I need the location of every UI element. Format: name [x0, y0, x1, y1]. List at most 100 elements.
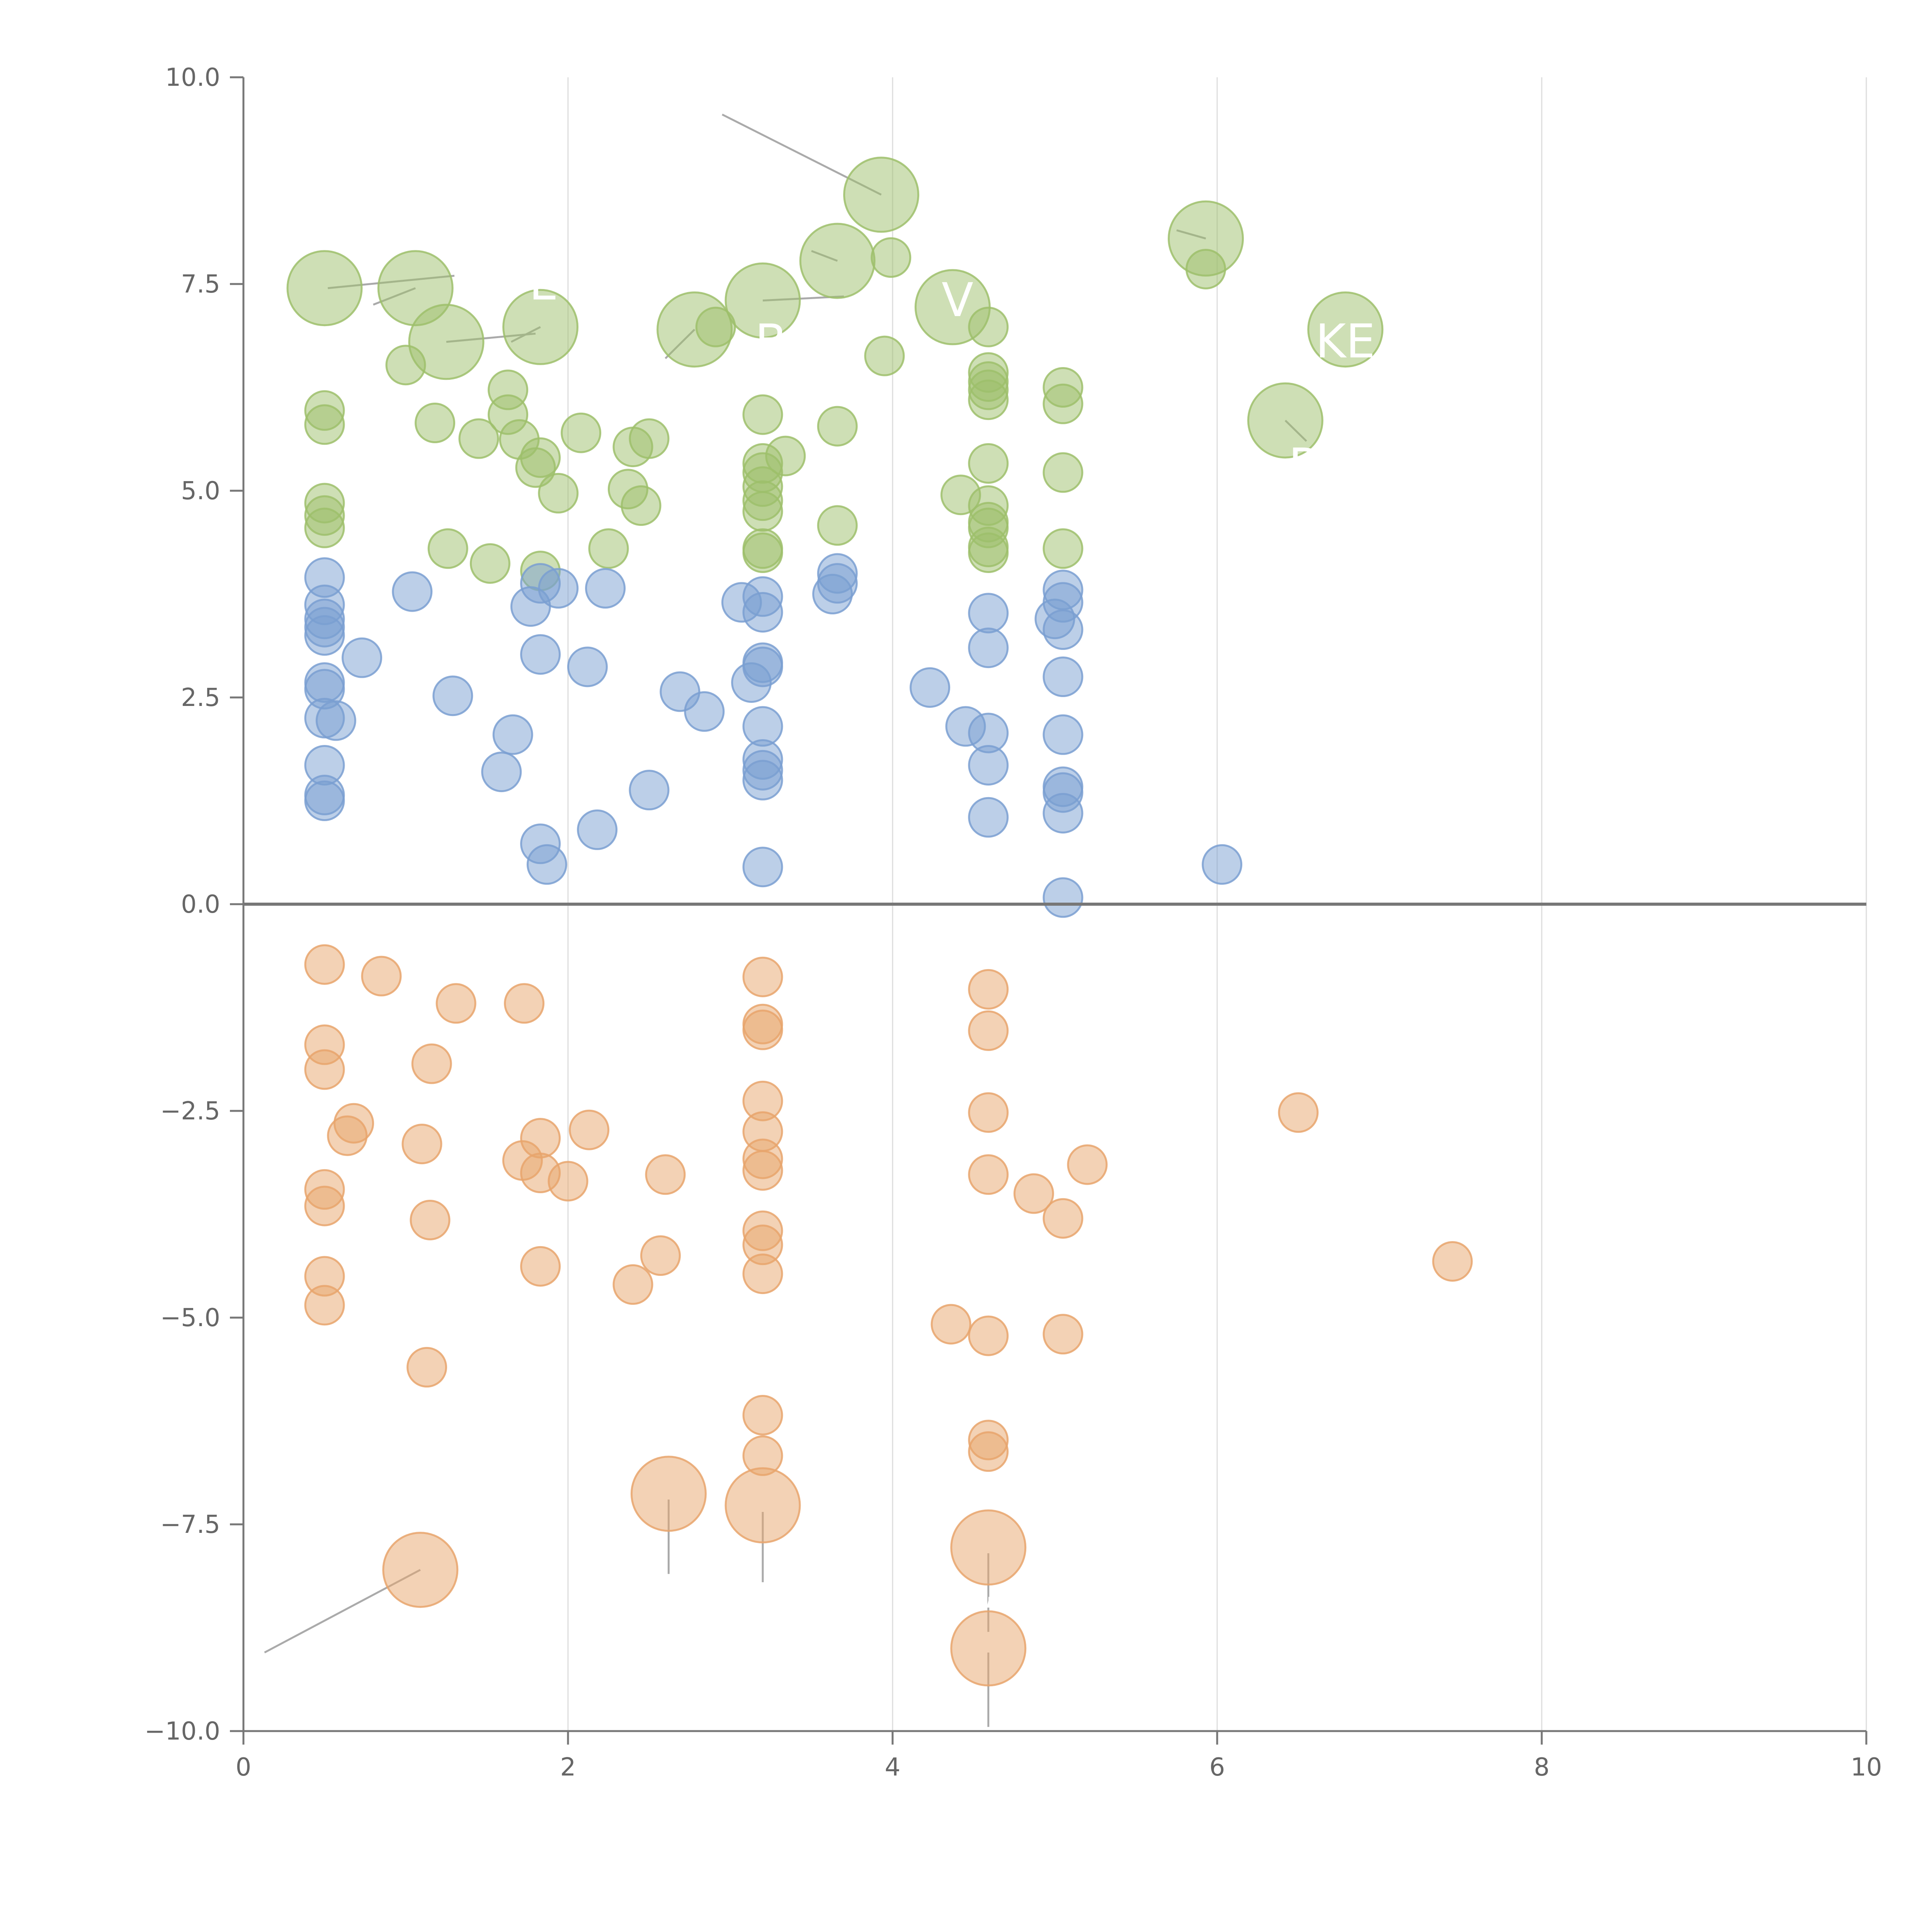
data-point-bottom [1043, 1198, 1083, 1239]
data-point-middle [526, 844, 567, 885]
data-point-bottom [968, 1010, 1009, 1051]
data-point-middle [684, 691, 725, 732]
data-point-top [629, 418, 670, 459]
data-point-middle [342, 637, 383, 678]
data-point-middle [520, 634, 561, 675]
data-point-bottom [1067, 1144, 1108, 1185]
data-point-bottom [382, 1532, 459, 1608]
x-tick-label: 4 [885, 1753, 901, 1782]
data-point-top [502, 289, 579, 365]
data-point-middle [968, 797, 1009, 838]
data-point-bottom [304, 944, 345, 985]
data-point-bottom [612, 1264, 653, 1305]
data-point-top [469, 543, 510, 584]
data-point-top [765, 435, 806, 476]
data-point-bottom [742, 1253, 783, 1294]
data-point-bottom [742, 1009, 783, 1050]
data-point-top [621, 485, 662, 526]
data-point-top [588, 528, 629, 569]
x-tick-label: 8 [1534, 1753, 1550, 1782]
data-point-bottom [304, 1285, 345, 1326]
data-point-bottom [520, 1118, 561, 1159]
data-point-middle [968, 593, 1009, 634]
data-point-middle [567, 646, 608, 687]
data-point-top [968, 532, 1009, 573]
data-point-middle [585, 568, 626, 609]
data-point-top [724, 262, 801, 339]
data-point-middle [1043, 656, 1083, 697]
y-tick-label: −10.0 [145, 1717, 220, 1746]
data-point-bottom [304, 1049, 345, 1090]
annotation-label: ’ [983, 1588, 997, 1642]
data-point-bottom [742, 1395, 783, 1436]
x-tick-label: 6 [1209, 1753, 1225, 1782]
data-point-bottom [968, 1315, 1009, 1356]
data-point-bottom [968, 1431, 1009, 1472]
data-point-middle [481, 752, 522, 793]
data-point-bottom [724, 1467, 801, 1544]
data-point-middle [577, 809, 618, 850]
data-point-middle [315, 700, 356, 741]
data-point-bottom [968, 1154, 1009, 1195]
data-points [286, 156, 1473, 1687]
data-point-bottom [361, 956, 402, 997]
data-point-bottom [950, 1509, 1027, 1586]
data-point-top [286, 250, 363, 327]
data-point-top [304, 507, 345, 548]
data-point-bottom [327, 1115, 368, 1156]
data-point-top [1247, 382, 1323, 459]
data-point-bottom [1432, 1241, 1473, 1282]
data-point-middle [629, 770, 670, 811]
data-point-top [799, 223, 876, 299]
data-point-bottom [411, 1043, 452, 1084]
data-point-bottom [968, 1092, 1009, 1133]
data-point-middle [817, 563, 858, 604]
data-point-top [1043, 383, 1083, 424]
y-tick-label: −2.5 [160, 1097, 220, 1126]
annotation-label: KE [1316, 315, 1376, 369]
data-point-middle [538, 568, 579, 609]
data-point-bottom [968, 969, 1009, 1010]
data-point-bottom [401, 1124, 442, 1165]
data-point-middle [304, 615, 345, 656]
data-point-middle [304, 781, 345, 821]
data-point-bottom [1043, 1314, 1083, 1355]
data-point-bottom [406, 1347, 447, 1388]
data-point-top [871, 237, 912, 278]
x-tick-label: 10 [1850, 1753, 1882, 1782]
data-point-middle [742, 646, 783, 687]
data-point-bottom [520, 1246, 561, 1287]
data-point-middle [742, 592, 783, 633]
data-point-top [408, 304, 485, 380]
data-point-middle [492, 714, 533, 755]
data-point-top [817, 505, 858, 546]
data-point-top [304, 404, 345, 445]
annotation-labels: E V B KE D ’ [529, 257, 1375, 1642]
data-point-top [427, 528, 468, 569]
annotation-label: V [942, 274, 973, 327]
data-point-top [695, 306, 736, 347]
annotation-label: E [529, 257, 558, 311]
data-point-top [843, 156, 920, 233]
y-tick-label: −5.0 [160, 1304, 220, 1332]
data-point-top [742, 491, 783, 532]
data-point-top [561, 412, 602, 453]
data-point-bottom [950, 1610, 1027, 1687]
data-point-bottom [742, 1150, 783, 1191]
data-point-middle [742, 847, 783, 888]
data-point-top [1043, 528, 1083, 569]
data-point-bottom [1013, 1173, 1054, 1214]
data-point-top [817, 406, 858, 447]
data-point-middle [392, 571, 433, 612]
x-tick-label: 0 [236, 1753, 252, 1782]
data-point-top [864, 335, 905, 376]
y-tick-label: 0.0 [181, 890, 220, 919]
data-point-top [538, 473, 579, 514]
annotation-label: D [1289, 439, 1324, 493]
data-point-top [385, 345, 426, 386]
data-point-bottom [1278, 1092, 1319, 1133]
data-point-bottom [640, 1235, 681, 1276]
data-point-bottom [504, 983, 545, 1024]
data-point-top [415, 403, 456, 444]
